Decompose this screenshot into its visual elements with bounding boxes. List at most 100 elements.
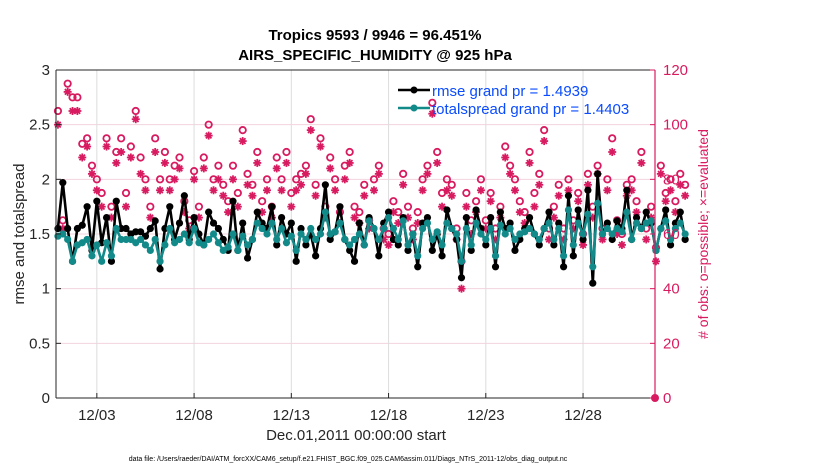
obs-possible-point (350, 202, 359, 211)
rmse-point (205, 208, 213, 216)
spread-point (205, 235, 213, 244)
obs-evaluated-point (442, 186, 451, 195)
y-tick-label-right: 20 (663, 335, 680, 352)
spread-point (64, 235, 72, 244)
obs-evaluated-stroke (98, 203, 106, 211)
obs-evaluated-stroke (565, 186, 572, 194)
obs-evaluated-stroke (550, 214, 558, 222)
spread-point (229, 230, 237, 238)
spread-point (506, 224, 514, 233)
rmse-point (277, 214, 286, 222)
spread-point (569, 241, 577, 249)
obs-evaluated-point (486, 197, 495, 206)
obs-evaluated-point (525, 158, 534, 167)
rmse-point (662, 206, 670, 214)
spread-point (156, 257, 164, 265)
y-axis-right-label: # of obs: o=possible; ×=evaluated (695, 129, 711, 339)
obs-possible-point (423, 161, 432, 170)
spread-point (574, 219, 582, 227)
rmse-point (525, 214, 534, 222)
obs-evaluated-stroke (501, 154, 509, 161)
obs-evaluated-stroke (326, 164, 334, 172)
spread-point (584, 210, 592, 218)
spread-point (657, 224, 665, 233)
obs-evaluated-point (384, 240, 393, 249)
spread-point (277, 224, 286, 233)
obs-evaluated-stroke (662, 197, 670, 205)
rmse-point (54, 224, 62, 233)
spread-point (545, 219, 553, 227)
spread-point (258, 224, 266, 233)
rmse-point (457, 274, 466, 282)
legend: rmse grand pr = 1.4939 totalspread grand… (398, 83, 629, 118)
x-tick-label: 12/08 (175, 407, 213, 424)
obs-possible-point (146, 202, 155, 211)
obs-evaluated-point (331, 186, 340, 195)
obs-possible-point (540, 126, 549, 135)
obs-evaluated-point (345, 158, 354, 167)
obs-possible-point (136, 153, 145, 162)
obs-possible-point (433, 147, 442, 157)
spread-point (594, 199, 602, 207)
y-tick-label-left: 2 (42, 171, 50, 188)
obs-evaluated-stroke (331, 186, 339, 194)
obs-possible-point (666, 175, 675, 184)
x-axis-label: Dec.01,2011 00:00:00 start (266, 427, 447, 444)
rmse-point (414, 263, 422, 271)
obs-evaluated-point (340, 175, 349, 184)
rmse-point (268, 203, 276, 211)
obs-evaluated-stroke (210, 186, 217, 194)
spread-point (418, 224, 427, 233)
obs-evaluated-stroke (341, 175, 349, 183)
obs-evaluated-point (165, 186, 174, 195)
spread-point (404, 241, 412, 249)
obs-possible-point (83, 134, 92, 143)
rmse-point (273, 241, 281, 249)
spread-point (98, 257, 106, 265)
spread-point (477, 230, 485, 238)
obs-evaluated-stroke (224, 208, 232, 216)
rmse-point (156, 265, 164, 273)
obs-evaluated-point (151, 148, 160, 156)
spread-point (681, 230, 689, 238)
spread-point (530, 230, 539, 238)
obs-possible-point (442, 175, 452, 184)
spread-point (292, 246, 300, 254)
obs-evaluated-point (661, 197, 670, 206)
obs-possible-point (486, 188, 495, 198)
obs-evaluated-stroke (555, 192, 563, 200)
obs-possible-point (306, 115, 315, 124)
obs-possible-point (515, 197, 524, 206)
obs-evaluated-stroke (506, 170, 514, 178)
obs-possible-point (637, 147, 646, 157)
obs-evaluated-point (515, 208, 524, 217)
rmse-point (550, 241, 558, 249)
spread-point (287, 232, 295, 240)
series-line-layer (54, 170, 689, 287)
obs-possible-point (608, 134, 617, 143)
rmse-point (632, 214, 641, 222)
axes: 0 0.5 1 1.5 2 2.5 3 0 20 40 60 80 100 120 12/03 12/08 12… (29, 62, 688, 424)
obs-possible-point (151, 134, 160, 143)
obs-evaluated-point (63, 87, 72, 96)
spread-point (491, 252, 500, 260)
obs-evaluated-point (637, 158, 646, 167)
spread-point (209, 230, 218, 238)
rmse-point (491, 263, 500, 271)
obs-evaluated-stroke (161, 159, 169, 167)
x-tick-label: 12/03 (78, 407, 116, 424)
spread-point (589, 263, 597, 271)
obs-evaluated-point (141, 186, 150, 195)
rmse-point (350, 257, 359, 265)
obs-evaluated-point (301, 169, 310, 178)
spread-point (88, 252, 96, 260)
obs-evaluated-point (574, 197, 583, 206)
obs-evaluated-point (608, 148, 617, 156)
rmse-point (535, 241, 543, 249)
spread-point (141, 241, 150, 249)
obs-evaluated-point (160, 158, 169, 167)
obs-evaluated-point (506, 169, 515, 178)
obs-possible-point (462, 188, 471, 198)
obs-evaluated-point (214, 175, 223, 184)
obs-evaluated-point (554, 191, 563, 200)
